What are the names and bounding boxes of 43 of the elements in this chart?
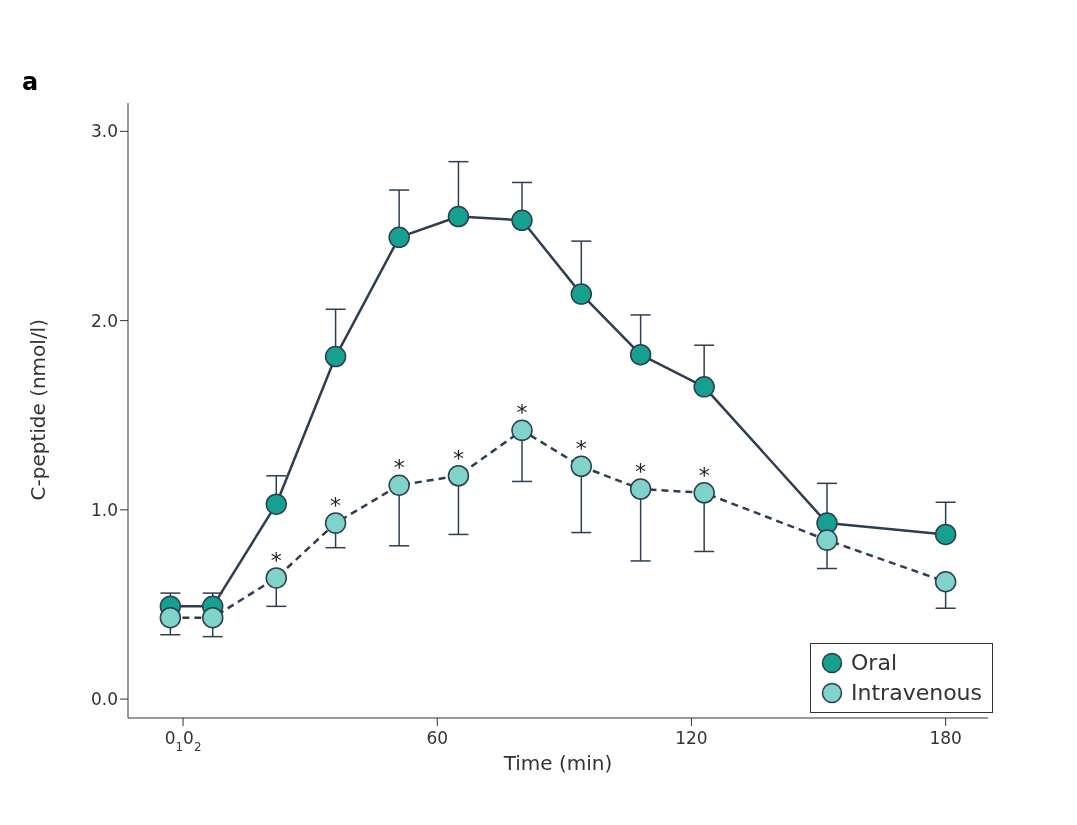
- point: [934, 523, 957, 546]
- point: [447, 205, 470, 228]
- annotation: *: [516, 400, 528, 426]
- annotation: *: [330, 493, 342, 519]
- point: [447, 465, 470, 487]
- x-tick-label: 120: [675, 728, 708, 748]
- x-axis-title: Time (min): [502, 751, 613, 775]
- y-tick-label: 0.0: [90, 689, 118, 710]
- chart-title: a: [22, 68, 39, 96]
- point: [511, 419, 533, 442]
- point: [324, 512, 347, 534]
- annotation: *: [393, 455, 405, 481]
- legend-label: Intravenous: [851, 679, 982, 707]
- point: [388, 226, 410, 249]
- point: [511, 209, 533, 232]
- y-tick-label: 3.0: [90, 121, 118, 142]
- point: [629, 343, 652, 366]
- y-axis-title: C-peptide (nmol/l): [26, 319, 51, 501]
- x-tick-label: 180: [929, 728, 962, 748]
- point: [159, 606, 182, 629]
- point: [388, 474, 410, 496]
- point: [570, 283, 593, 305]
- point: [816, 512, 838, 534]
- point: [324, 345, 347, 368]
- x-tick-label: 60: [426, 728, 449, 748]
- point: [201, 606, 224, 629]
- point: [934, 571, 957, 593]
- point: [570, 455, 593, 478]
- annotation: *: [698, 462, 710, 488]
- annotation: *: [270, 547, 282, 573]
- y-tick-label: 2.0: [90, 310, 118, 331]
- legend-label: Oral: [851, 649, 898, 677]
- annotation: *: [452, 445, 464, 471]
- point: [265, 493, 288, 515]
- point: [693, 376, 715, 398]
- point: [693, 482, 715, 504]
- point: [265, 567, 288, 589]
- point: [816, 529, 838, 551]
- point: [629, 478, 652, 500]
- annotation: *: [635, 459, 647, 485]
- x-tick-label: 0$_{1}$0$_{2}$: [164, 728, 202, 754]
- y-tick-label: 1.0: [90, 499, 118, 520]
- annotation: *: [575, 436, 587, 462]
